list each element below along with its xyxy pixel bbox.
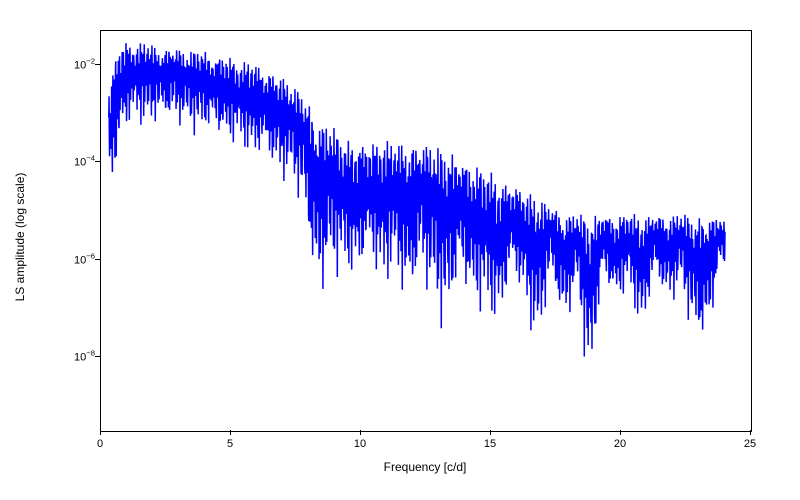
x-tick-label: 25 [744,438,756,450]
x-tick-label: 15 [484,438,496,450]
x-tick-label: 0 [97,438,103,450]
x-tick [490,430,491,435]
spectrum-line [101,31,751,431]
y-tick-label: 10−6 [74,251,95,266]
x-tick [100,430,101,435]
x-tick [620,430,621,435]
x-tick-label: 10 [354,438,366,450]
x-tick [750,430,751,435]
y-tick-label: 10−4 [74,154,95,169]
x-axis-label: Frequency [c/d] [384,460,467,474]
x-tick [360,430,361,435]
x-tick-label: 20 [614,438,626,450]
plot-area [100,30,752,432]
y-axis-label: LS amplitude (log scale) [13,173,27,302]
y-tick [95,356,100,357]
x-tick [230,430,231,435]
x-tick-label: 5 [227,438,233,450]
y-tick-label: 10−8 [74,349,95,364]
y-tick [95,161,100,162]
y-tick [95,64,100,65]
periodogram-chart: LS amplitude (log scale) Frequency [c/d]… [0,0,800,500]
y-tick [95,259,100,260]
y-tick-label: 10−2 [74,57,95,72]
